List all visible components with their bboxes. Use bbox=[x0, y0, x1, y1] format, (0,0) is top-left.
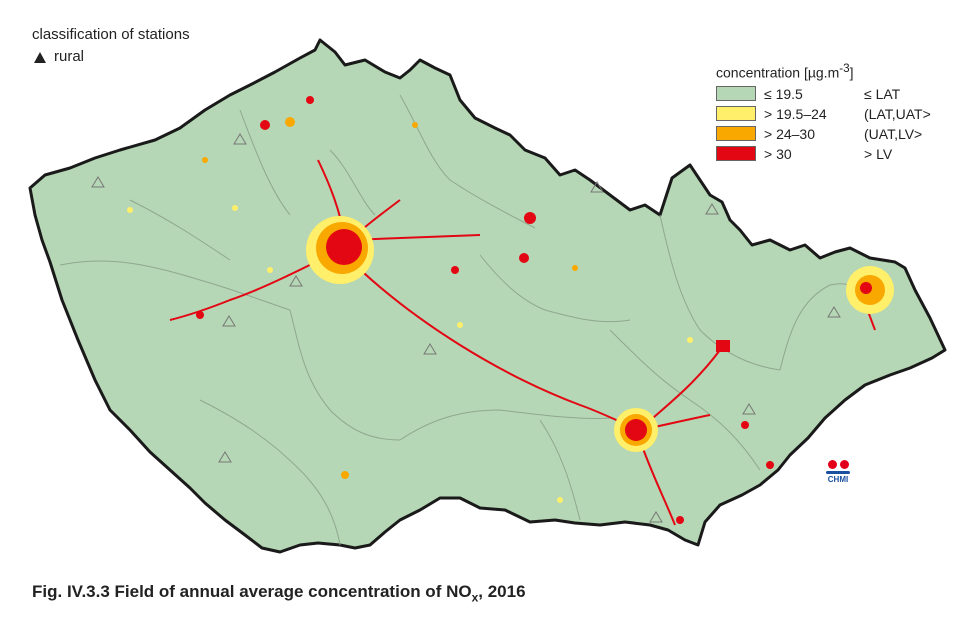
station-triangle bbox=[289, 275, 303, 287]
rural-label: rural bbox=[54, 48, 85, 65]
legend-range: ≤ 19.5 bbox=[764, 85, 803, 102]
stations-legend: classification of stations rural bbox=[32, 24, 190, 68]
legend-swatch bbox=[716, 106, 756, 122]
station-triangle bbox=[742, 403, 756, 415]
legend-range: > 30 bbox=[764, 145, 792, 162]
chmi-logo: CHMI bbox=[822, 460, 854, 484]
legend-swatch bbox=[716, 86, 756, 102]
station-triangle bbox=[649, 511, 663, 523]
legend-item: > 24–30 (UAT,LV> bbox=[716, 124, 954, 144]
station-triangle bbox=[218, 451, 232, 463]
legend-item: ≤ 19.5 ≤ LAT bbox=[716, 84, 954, 104]
legend-swatch bbox=[716, 146, 756, 162]
station-triangle bbox=[423, 343, 437, 355]
triangle-icon bbox=[34, 51, 46, 63]
chmi-logo-wave bbox=[826, 471, 850, 474]
legend-swatch bbox=[716, 126, 756, 142]
legend-item: > 30 > LV bbox=[716, 144, 954, 164]
station-triangle bbox=[91, 176, 105, 188]
city-hotspots bbox=[127, 96, 894, 524]
figure-caption: Fig. IV.3.3 Field of annual average conc… bbox=[32, 582, 526, 605]
country-outline bbox=[28, 38, 947, 554]
chmi-logo-dots bbox=[822, 460, 854, 469]
station-triangle bbox=[827, 306, 841, 318]
stations-legend-title: classification of stations bbox=[32, 26, 190, 43]
station-triangle bbox=[222, 315, 236, 327]
stations-legend-rural: rural bbox=[32, 46, 190, 68]
legend-class: > LV bbox=[864, 145, 893, 162]
rural-stations bbox=[91, 133, 841, 523]
station-triangle bbox=[233, 133, 247, 145]
station-triangle bbox=[705, 203, 719, 215]
legend-class: (LAT,UAT> bbox=[864, 105, 931, 122]
concentration-legend-title: concentration [µg.m-3] bbox=[716, 62, 854, 81]
legend-class: (UAT,LV> bbox=[864, 125, 923, 142]
legend-range: > 24–30 bbox=[764, 125, 815, 142]
legend-class: ≤ LAT bbox=[864, 85, 901, 102]
legend-item: > 19.5–24 (LAT,UAT> bbox=[716, 104, 954, 124]
chmi-logo-text: CHMI bbox=[827, 475, 849, 484]
concentration-legend: concentration [µg.m-3] ≤ 19.5 ≤ LAT > 19… bbox=[716, 62, 954, 164]
legend-range: > 19.5–24 bbox=[764, 105, 827, 122]
station-triangle bbox=[590, 181, 604, 193]
